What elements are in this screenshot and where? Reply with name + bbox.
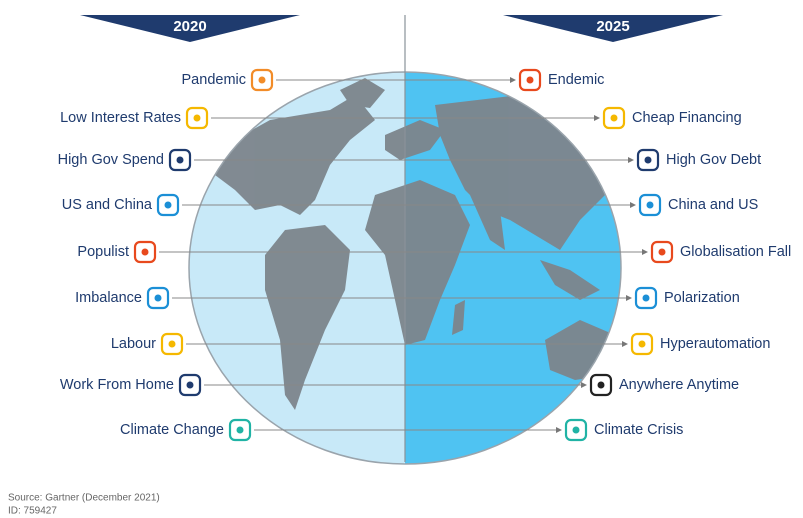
left-label: High Gov Spend — [58, 152, 164, 168]
icon-dot — [572, 426, 580, 434]
icon-dot — [141, 248, 149, 256]
right-label: Climate Crisis — [594, 422, 683, 438]
icon — [133, 240, 157, 264]
icon-dot — [597, 381, 605, 389]
icon — [185, 106, 209, 130]
left-label: Work From Home — [60, 377, 174, 393]
icon-dot — [638, 340, 646, 348]
icon-dot — [642, 294, 650, 302]
left-label: Labour — [111, 336, 156, 352]
icon-dot — [164, 201, 172, 209]
right-label: Hyperautomation — [660, 336, 770, 352]
icon — [178, 373, 202, 397]
icon-dot — [176, 156, 184, 164]
icon-dot — [646, 201, 654, 209]
icon — [589, 373, 613, 397]
left-label: Populist — [77, 244, 129, 260]
icon — [156, 193, 180, 217]
icon-dot — [186, 381, 194, 389]
icon — [650, 240, 674, 264]
year-left: 2020 — [173, 18, 206, 35]
right-label: Globalisation Fall — [680, 244, 791, 260]
left-label: Imbalance — [75, 290, 142, 306]
right-label: China and US — [668, 197, 758, 213]
right-label: Polarization — [664, 290, 740, 306]
right-label: Anywhere Anytime — [619, 377, 739, 393]
icon-dot — [154, 294, 162, 302]
right-label: Endemic — [548, 72, 604, 88]
icon — [518, 68, 542, 92]
icon — [634, 286, 658, 310]
icon-dot — [526, 76, 534, 84]
icon-dot — [193, 114, 201, 122]
banner-left — [80, 15, 300, 42]
icon — [564, 418, 588, 442]
left-label: Pandemic — [182, 72, 246, 88]
right-label: High Gov Debt — [666, 152, 761, 168]
icon — [636, 148, 660, 172]
icon-dot — [258, 76, 266, 84]
left-label: Low Interest Rates — [60, 110, 181, 126]
icon — [228, 418, 252, 442]
icon — [638, 193, 662, 217]
icon — [602, 106, 626, 130]
icon — [168, 148, 192, 172]
left-label: Climate Change — [120, 422, 224, 438]
right-label: Cheap Financing — [632, 110, 742, 126]
icon — [146, 286, 170, 310]
icon-dot — [168, 340, 176, 348]
icon — [630, 332, 654, 356]
icon — [250, 68, 274, 92]
icon-dot — [236, 426, 244, 434]
source: Source: Gartner (December 2021) — [8, 493, 160, 504]
banner-right — [503, 15, 723, 42]
icon-dot — [644, 156, 652, 164]
left-label: US and China — [62, 197, 153, 213]
year-right: 2025 — [596, 18, 629, 35]
icon-dot — [610, 114, 618, 122]
icon — [160, 332, 184, 356]
icon-dot — [658, 248, 666, 256]
doc-id: ID: 759427 — [8, 506, 57, 517]
